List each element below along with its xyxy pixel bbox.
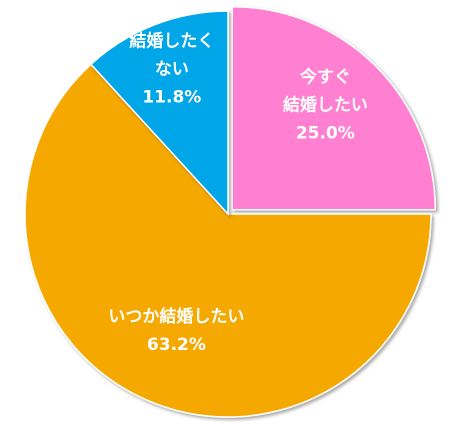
pie-slice-label-3: 結婚したくない 11.8% — [129, 31, 214, 108]
slice-category-label: 今すぐ — [300, 67, 351, 88]
slice-category-label: いつか結婚したい — [108, 306, 244, 327]
slice-category-label: 結婚したく — [129, 31, 214, 52]
pie-slice-label-1: 今すぐ結婚したい 25.0% — [283, 67, 368, 144]
pie-slice-3 — [89, 10, 229, 216]
slice-value-label: 25.0% — [296, 124, 355, 144]
slice-category-label: ない — [155, 60, 189, 80]
pie-slice-label-2: いつか結婚したい 63.2% — [108, 306, 244, 355]
slice-value-label: 63.2% — [147, 335, 206, 355]
pie-slice-2 — [24, 63, 432, 418]
pie-slices — [24, 6, 436, 418]
pie-labels: 今すぐ結婚したい 25.0% いつか結婚したい 63.2% 結婚したくない 11.8% — [108, 31, 367, 356]
pie-slice-1 — [231, 6, 436, 211]
slice-value-label: 11.8% — [142, 88, 201, 108]
slice-category-label: 結婚したい — [283, 95, 368, 116]
